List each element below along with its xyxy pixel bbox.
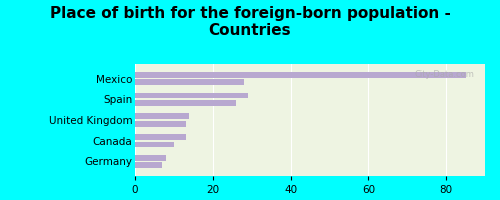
Bar [135,142,174,147]
Bar [135,113,190,119]
Bar [135,121,186,127]
Bar [135,155,166,161]
Bar [135,72,466,78]
Bar [135,79,244,85]
Text: Place of birth for the foreign-born population -
Countries: Place of birth for the foreign-born popu… [50,6,450,38]
Text: City-Data.com: City-Data.com [414,70,474,79]
Bar [135,100,236,106]
Bar [135,134,186,140]
Bar [135,93,248,98]
Bar [135,162,162,168]
